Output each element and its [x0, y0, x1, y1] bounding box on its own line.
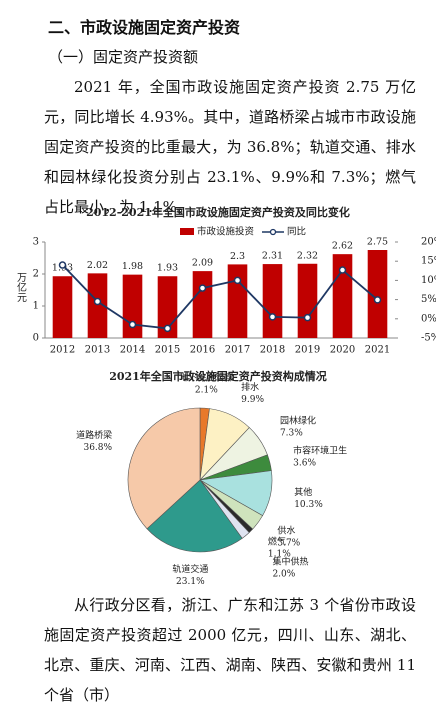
value-label: 2.62 — [332, 241, 353, 252]
x-tick-label: 2020 — [330, 345, 355, 356]
y2-tick-label: 0% — [421, 313, 436, 324]
x-tick-label: 2015 — [155, 345, 180, 356]
chart-title: 2012-2021年全国市政设施固定资产投资及同比变化 — [86, 205, 350, 219]
paragraph: 2021 年，全国市政设施固定资产投资 2.75 万亿元，同比增长 4.93%。… — [44, 78, 416, 216]
y-tick-label: 2 — [33, 269, 39, 280]
chart-title: 2021年全国市政设施固定资产投资构成情况 — [109, 369, 327, 383]
bar — [87, 273, 108, 338]
y2-tick-label: 15% — [421, 256, 436, 267]
slice-label: 燃气 — [268, 535, 286, 547]
line-marker — [233, 276, 242, 285]
slice-value: 1.1% — [268, 549, 291, 559]
slice-value: 10.3% — [294, 500, 323, 510]
x-tick-label: 2021 — [365, 345, 390, 356]
slice-value: 3.6% — [293, 458, 316, 468]
value-label: 2.31 — [262, 251, 283, 262]
slice-value: 23.1% — [176, 577, 205, 585]
slice-label: 供水 — [277, 524, 295, 536]
legend-label: 同比 — [287, 226, 306, 238]
y2-tick-label: 10% — [421, 275, 436, 286]
line — [61, 264, 379, 330]
legend-marker — [269, 228, 277, 236]
bar — [122, 274, 143, 338]
legend-swatch — [180, 228, 194, 235]
y-tick-label: 3 — [33, 237, 39, 248]
x-tick-label: 2012 — [50, 345, 75, 356]
y-axis-label: 万亿元 — [15, 272, 27, 302]
x-tick-label: 2018 — [260, 345, 285, 356]
line-marker — [128, 320, 137, 329]
slice-label: 市容环境卫生 — [293, 444, 347, 456]
line-marker — [58, 261, 67, 269]
bar — [52, 276, 73, 338]
slice-label: 其他 — [294, 486, 312, 498]
pie-slice — [127, 407, 201, 530]
subheading: （一）固定资产投资额 — [48, 48, 199, 66]
x-tick-label: 2017 — [225, 345, 250, 356]
value-label: 2.32 — [297, 250, 318, 261]
x-tick-label: 2013 — [85, 345, 110, 356]
line-marker — [93, 297, 102, 306]
bar — [297, 263, 318, 338]
value-label: 2.02 — [87, 260, 108, 271]
slice-label: 地下综合管廊 — [179, 372, 233, 384]
bar — [227, 264, 248, 338]
slice-value: 2.0% — [272, 570, 295, 580]
value-label: 2.3 — [230, 251, 245, 262]
value-label: 1.93 — [157, 263, 178, 274]
heading: 二、市政设施固定资产投资 — [48, 18, 241, 37]
slice-value: 2.1% — [195, 386, 218, 396]
slice-value: 3.7% — [277, 538, 300, 548]
y-tick-label: 0 — [33, 333, 39, 344]
legend-label: 市政设施投资 — [197, 226, 255, 238]
bar — [367, 250, 388, 338]
y2-tick-label: 20% — [421, 237, 436, 248]
slice-label: 轨道交通 — [172, 563, 208, 575]
line-marker — [163, 324, 172, 333]
slice-label: 排水 — [241, 381, 259, 393]
value-label: 1.98 — [122, 261, 143, 272]
y-tick-label: 1 — [33, 301, 39, 312]
slice-value: 36.8% — [83, 443, 112, 453]
bar — [192, 271, 213, 338]
x-tick-label: 2014 — [120, 345, 145, 356]
x-tick-label: 2016 — [190, 345, 215, 356]
bar — [262, 264, 283, 338]
slice-label: 道路桥梁 — [76, 429, 112, 441]
y2-tick-label: -5% — [421, 333, 436, 344]
pie-slice — [146, 479, 243, 553]
line-marker — [268, 313, 277, 321]
line-marker — [373, 296, 382, 304]
line-marker — [338, 266, 347, 274]
line-marker — [303, 313, 312, 322]
slice-label: 集中供热 — [272, 556, 308, 568]
value-label: 2.75 — [367, 237, 388, 248]
value-label: 2.09 — [192, 258, 213, 269]
slice-value: 7.3% — [280, 428, 303, 438]
line-marker — [198, 284, 207, 292]
slice-label: 园林绿化 — [280, 414, 316, 426]
paragraph: 从行政分区看，浙江、广东和江苏 3 个省份市政设施固定资产投资超过 2000 亿… — [44, 596, 416, 704]
slice-value: 9.9% — [241, 395, 264, 405]
y2-tick-label: 5% — [421, 294, 436, 305]
x-tick-label: 2019 — [295, 345, 320, 356]
